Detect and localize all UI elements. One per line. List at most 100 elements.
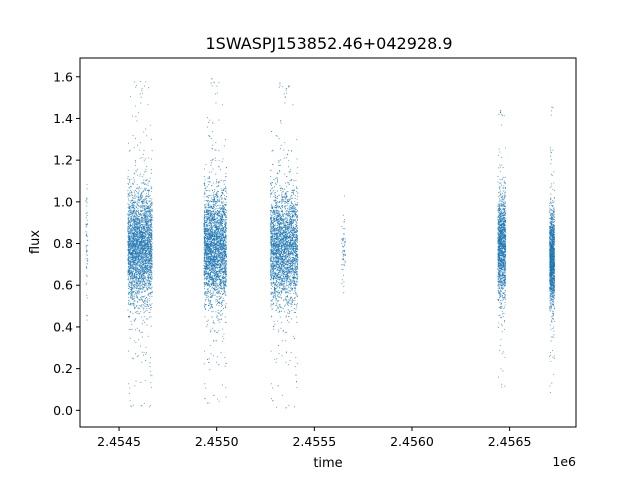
data-point bbox=[149, 311, 151, 314]
data-point bbox=[217, 398, 219, 400]
data-point bbox=[86, 254, 88, 256]
data-point bbox=[144, 284, 146, 286]
data-point bbox=[129, 279, 131, 281]
data-point bbox=[140, 285, 142, 287]
data-point bbox=[133, 296, 135, 298]
data-point bbox=[85, 258, 87, 260]
data-point bbox=[150, 240, 152, 243]
data-point bbox=[138, 282, 140, 285]
data-point bbox=[144, 299, 146, 301]
data-point bbox=[127, 226, 129, 228]
data-point bbox=[144, 268, 146, 271]
data-point bbox=[127, 223, 129, 225]
data-point bbox=[215, 207, 217, 209]
data-point bbox=[146, 279, 148, 281]
data-point bbox=[129, 259, 131, 261]
data-point bbox=[135, 296, 137, 298]
data-point bbox=[134, 173, 136, 175]
data-point bbox=[141, 197, 143, 199]
data-point bbox=[149, 264, 151, 266]
data-point bbox=[147, 253, 150, 255]
data-point bbox=[139, 214, 142, 216]
data-point bbox=[150, 187, 152, 189]
data-point bbox=[139, 229, 141, 231]
data-point bbox=[223, 307, 225, 309]
data-point bbox=[136, 259, 138, 261]
data-point bbox=[132, 134, 134, 137]
data-point bbox=[135, 257, 137, 259]
data-point bbox=[141, 262, 143, 264]
data-point bbox=[204, 216, 207, 218]
data-point bbox=[142, 253, 144, 255]
data-point bbox=[86, 294, 88, 296]
data-point bbox=[145, 197, 148, 200]
data-point bbox=[129, 213, 131, 215]
data-point bbox=[148, 269, 151, 271]
data-point bbox=[130, 263, 132, 265]
data-point bbox=[150, 221, 152, 223]
data-point bbox=[142, 275, 144, 277]
data-point bbox=[206, 216, 208, 218]
data-point bbox=[135, 241, 137, 244]
data-point bbox=[212, 168, 214, 170]
data-point bbox=[145, 166, 147, 168]
data-point bbox=[134, 195, 136, 197]
data-point bbox=[140, 173, 142, 175]
data-point bbox=[149, 362, 151, 364]
data-point bbox=[143, 226, 146, 228]
data-point bbox=[142, 261, 144, 263]
data-point bbox=[127, 198, 130, 200]
data-point bbox=[137, 216, 139, 218]
data-point bbox=[151, 202, 153, 204]
data-point bbox=[132, 199, 134, 201]
data-point bbox=[215, 204, 217, 207]
data-point bbox=[140, 227, 143, 229]
data-point bbox=[217, 256, 219, 258]
data-point bbox=[140, 305, 142, 307]
data-point bbox=[203, 363, 205, 365]
data-point bbox=[143, 251, 145, 253]
data-point bbox=[208, 277, 210, 279]
data-point bbox=[131, 214, 133, 216]
data-point bbox=[142, 271, 144, 273]
data-point bbox=[134, 164, 136, 166]
data-point bbox=[130, 192, 132, 194]
data-point bbox=[143, 301, 145, 303]
data-point bbox=[133, 190, 135, 192]
data-point bbox=[144, 215, 146, 217]
data-point bbox=[140, 235, 142, 237]
data-point bbox=[129, 288, 131, 290]
data-point bbox=[150, 214, 152, 216]
data-point bbox=[217, 356, 219, 358]
data-point bbox=[148, 274, 150, 276]
data-point bbox=[85, 213, 87, 215]
data-point bbox=[146, 305, 148, 307]
data-point bbox=[134, 249, 136, 252]
data-point bbox=[145, 205, 147, 207]
data-point bbox=[218, 305, 220, 307]
data-point bbox=[147, 284, 149, 286]
data-point bbox=[85, 201, 87, 203]
data-point bbox=[141, 361, 143, 363]
data-point bbox=[142, 210, 144, 212]
data-point bbox=[133, 260, 135, 262]
data-point bbox=[136, 200, 138, 202]
data-point bbox=[138, 261, 140, 263]
data-point bbox=[138, 293, 140, 295]
data-point bbox=[129, 240, 131, 242]
data-point bbox=[148, 188, 150, 190]
data-point bbox=[134, 161, 137, 163]
data-point bbox=[151, 257, 153, 259]
data-point bbox=[151, 375, 153, 377]
data-point bbox=[145, 296, 147, 298]
data-point bbox=[209, 200, 211, 202]
data-point bbox=[85, 200, 87, 202]
data-point bbox=[140, 259, 142, 261]
data-point bbox=[131, 182, 133, 184]
data-point bbox=[132, 245, 134, 247]
data-point bbox=[135, 267, 137, 269]
data-point bbox=[127, 272, 129, 274]
data-point bbox=[216, 331, 218, 333]
data-point bbox=[140, 210, 142, 213]
